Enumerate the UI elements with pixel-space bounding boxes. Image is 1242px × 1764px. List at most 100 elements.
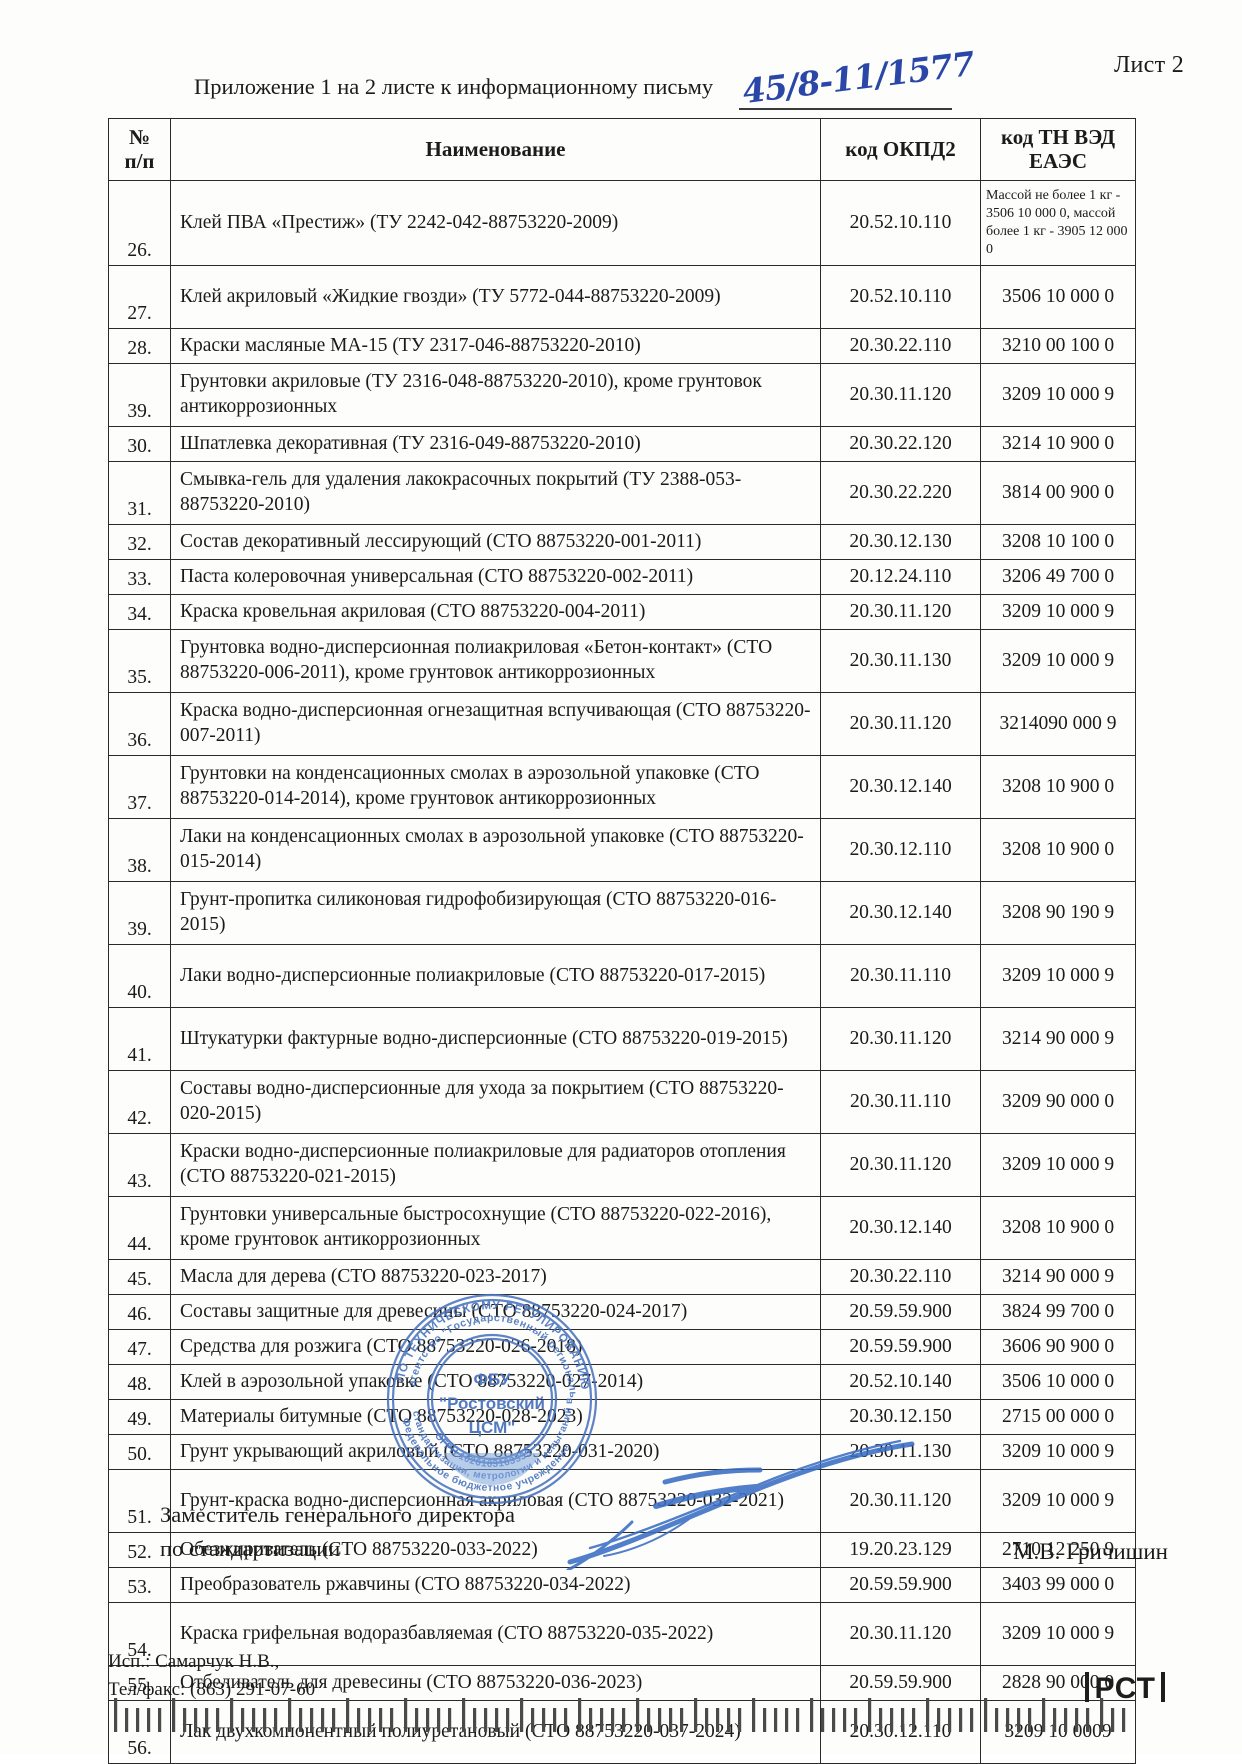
executor-phone: Тел/факс: (863) 291-07-60 bbox=[108, 1678, 316, 1700]
row-name-cell: Краски масляные МА-15 (ТУ 2317-046-88753… bbox=[170, 328, 821, 365]
row-number-cell: 34. bbox=[108, 594, 171, 631]
column-header-okpd: код ОКПД2 bbox=[820, 117, 981, 182]
row-name-cell: Краска грифельная водоразбавляемая (СТО … bbox=[170, 1602, 821, 1667]
row-number-cell: 51. bbox=[108, 1469, 171, 1534]
row-tnved-cell: 3208 10 900 0 bbox=[980, 755, 1136, 820]
row-okpd-cell: 20.30.11.120 bbox=[820, 594, 981, 631]
row-number-cell: 53. bbox=[108, 1567, 171, 1604]
row-okpd-cell: 20.30.11.120 bbox=[820, 692, 981, 757]
row-okpd-cell: 20.30.12.140 bbox=[820, 881, 981, 946]
table-row: 26. Клей ПВА «Престиж» (ТУ 2242-042-88753… bbox=[108, 180, 1136, 267]
row-okpd-cell: 20.30.11.120 bbox=[820, 1133, 981, 1198]
row-name-cell: Штукатурки фактурные водно-дисперсионные… bbox=[170, 1007, 821, 1072]
row-name-cell: Состав декоративный лессирующий (СТО 887… bbox=[170, 524, 821, 561]
column-header-tnved-line2: ЕАЭС bbox=[1028, 148, 1088, 173]
row-okpd-cell: 20.30.11.120 bbox=[820, 1602, 981, 1667]
table-row: 33. Паста колеровочная универсальная (СТО… bbox=[108, 559, 1136, 596]
row-okpd-cell: 20.52.10.110 bbox=[820, 265, 981, 330]
row-tnved-cell: 3214090 000 9 bbox=[980, 692, 1136, 757]
row-number-cell: 40. bbox=[108, 944, 171, 1009]
table-row: 39. Грунтовки акриловые (ТУ 2316-048-8875… bbox=[108, 363, 1136, 428]
row-tnved-cell: 3209 90 000 0 bbox=[980, 1070, 1136, 1135]
table-row: 36. Краска водно-дисперсионная огнезащитн… bbox=[108, 692, 1136, 757]
row-okpd-cell: 20.30.11.130 bbox=[820, 1434, 981, 1471]
row-number-cell: 50. bbox=[108, 1434, 171, 1471]
row-tnved-cell: 3210 00 100 0 bbox=[980, 328, 1136, 365]
row-number-cell: 48. bbox=[108, 1364, 171, 1401]
row-okpd-cell: 20.30.22.220 bbox=[820, 461, 981, 526]
table-row: 47. Средства для розжига (СТО 88753220-02… bbox=[108, 1329, 1136, 1366]
row-name-cell: Масла для дерева (СТО 88753220-023-2017) bbox=[170, 1259, 821, 1296]
column-header-number-line2: п/п bbox=[124, 148, 155, 173]
row-number-cell: 42. bbox=[108, 1070, 171, 1135]
row-okpd-cell: 20.30.12.150 bbox=[820, 1399, 981, 1436]
row-okpd-cell: 20.30.11.110 bbox=[820, 944, 981, 1009]
row-name-cell: Грунтовки универсальные быстросохнущие (… bbox=[170, 1196, 821, 1261]
row-tnved-cell: 3209 10 000 9 bbox=[980, 594, 1136, 631]
row-okpd-cell: 20.30.11.120 bbox=[820, 1007, 981, 1072]
row-okpd-cell: 20.30.12.140 bbox=[820, 1196, 981, 1261]
table-row: 43. Краски водно-дисперсионные полиакрило… bbox=[108, 1133, 1136, 1198]
table-row: 39. Грунт-пропитка силиконовая гидрофобиз… bbox=[108, 881, 1136, 946]
row-name-cell: Паста колеровочная универсальная (СТО 88… bbox=[170, 559, 821, 596]
row-number-cell: 39. bbox=[108, 363, 171, 428]
decorative-barcode-strip bbox=[112, 1694, 1132, 1736]
row-number-cell: 52. bbox=[108, 1532, 171, 1569]
row-number-cell: 32. bbox=[108, 524, 171, 561]
signature-title-block: Заместитель генерального директора по ст… bbox=[160, 1498, 515, 1566]
row-name-cell: Клей в аэрозольной упаковке (СТО 8875322… bbox=[170, 1364, 821, 1401]
row-okpd-cell: 20.30.12.140 bbox=[820, 755, 981, 820]
table-row: 49. Материалы битумные (СТО 88753220-028-… bbox=[108, 1399, 1136, 1436]
row-tnved-cell: 3209 10 000 9 bbox=[980, 1602, 1136, 1667]
row-tnved-cell: 3214 90 000 9 bbox=[980, 1007, 1136, 1072]
table-row: 50. Грунт укрывающий акриловый (СТО 88753… bbox=[108, 1434, 1136, 1471]
table-row: 42. Составы водно-дисперсионные для ухода… bbox=[108, 1070, 1136, 1135]
row-okpd-cell: 20.30.11.120 bbox=[820, 1469, 981, 1534]
row-tnved-cell: 3208 10 100 0 bbox=[980, 524, 1136, 561]
row-number-cell: 49. bbox=[108, 1399, 171, 1436]
row-okpd-cell: 20.30.12.130 bbox=[820, 524, 981, 561]
row-tnved-cell: 3214 10 900 0 bbox=[980, 426, 1136, 463]
row-name-cell: Лаки водно-дисперсионные полиакриловые (… bbox=[170, 944, 821, 1009]
row-tnved-cell: 3506 10 000 0 bbox=[980, 265, 1136, 330]
row-name-cell: Краска водно-дисперсионная огнезащитная … bbox=[170, 692, 821, 757]
row-number-cell: 37. bbox=[108, 755, 171, 820]
rst-bar-right bbox=[1161, 1672, 1165, 1702]
row-okpd-cell: 20.59.59.900 bbox=[820, 1567, 981, 1604]
row-name-cell: Грунт-пропитка силиконовая гидрофобизиру… bbox=[170, 881, 821, 946]
row-name-cell: Клей ПВА «Престиж» (ТУ 2242-042-88753220… bbox=[170, 180, 821, 267]
rst-certification-mark: РСТ bbox=[1080, 1672, 1170, 1706]
table-row: 53. Преобразователь ржавчины (СТО 8875322… bbox=[108, 1567, 1136, 1604]
row-tnved-cell: 3209 10 000 9 bbox=[980, 1434, 1136, 1471]
row-tnved-cell: 3506 10 000 0 bbox=[980, 1364, 1136, 1401]
row-name-cell: Смывка-гель для удаления лакокрасочных п… bbox=[170, 461, 821, 526]
row-okpd-cell: 19.20.23.129 bbox=[820, 1532, 981, 1569]
row-tnved-cell: 3208 90 190 9 bbox=[980, 881, 1136, 946]
row-number-cell: 28. bbox=[108, 328, 171, 365]
table-row: 54. Краска грифельная водоразбавляемая (С… bbox=[108, 1602, 1136, 1667]
row-name-cell: Составы защитные для древесины (СТО 8875… bbox=[170, 1294, 821, 1331]
signature-title-line2: по стандартизации bbox=[160, 1535, 341, 1561]
row-tnved-cell: 3209 10 000 9 bbox=[980, 629, 1136, 694]
rst-label: РСТ bbox=[1094, 1672, 1156, 1705]
row-name-cell: Грунтовки акриловые (ТУ 2316-048-8875322… bbox=[170, 363, 821, 428]
row-okpd-cell: 20.30.11.130 bbox=[820, 629, 981, 694]
executor-info: Исп.: Самарчук Н.В., Тел/факс: (863) 291… bbox=[108, 1648, 315, 1703]
row-name-cell: Клей акриловый «Жидкие гвозди» (ТУ 5772-… bbox=[170, 265, 821, 330]
table-row: 28. Краски масляные МА-15 (ТУ 2317-046-88… bbox=[108, 328, 1136, 365]
rst-bar-left bbox=[1085, 1672, 1090, 1702]
row-tnved-cell: 3824 99 700 0 bbox=[980, 1294, 1136, 1331]
row-number-cell: 27. bbox=[108, 265, 171, 330]
row-tnved-cell: 3208 10 900 0 bbox=[980, 818, 1136, 883]
row-tnved-cell: 3214 90 000 9 bbox=[980, 1259, 1136, 1296]
table-row: 40. Лаки водно-дисперсионные полиакриловы… bbox=[108, 944, 1136, 1009]
row-number-cell: 30. bbox=[108, 426, 171, 463]
table-row: 41. Штукатурки фактурные водно-дисперсион… bbox=[108, 1007, 1136, 1072]
row-number-cell: 43. bbox=[108, 1133, 171, 1198]
row-okpd-cell: 20.59.59.900 bbox=[820, 1294, 981, 1331]
row-tnved-cell: 3209 10 000 9 bbox=[980, 1469, 1136, 1534]
column-header-name: Наименование bbox=[170, 117, 821, 182]
row-number-cell: 35. bbox=[108, 629, 171, 694]
table-row: 45. Масла для дерева (СТО 88753220-023-20… bbox=[108, 1259, 1136, 1296]
